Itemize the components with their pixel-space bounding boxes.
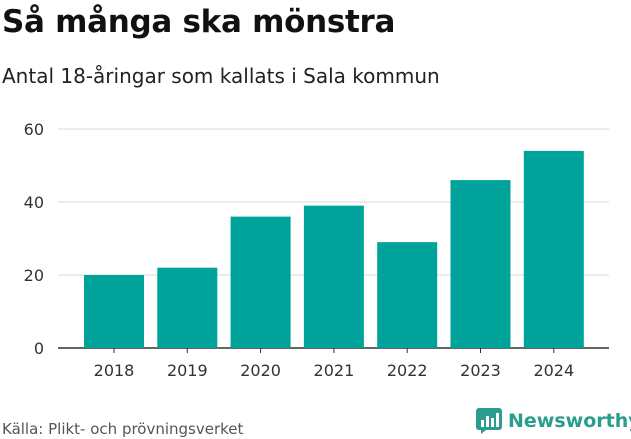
bar-2023 [450,180,511,348]
y-axis-ticks: 0 20 40 60 [24,120,44,358]
bar-2019 [157,267,218,348]
y-tick-label: 20 [24,266,44,285]
bars [84,150,584,348]
x-tick-label: 2022 [387,361,428,380]
bar-chart-logo-icon [476,408,502,434]
newsworthy-logo: Newsworthy [476,408,631,434]
chart-subtitle: Antal 18-åringar som kallats i Sala komm… [2,64,440,88]
brand-name: Newsworthy [508,410,631,432]
bar-2018 [84,275,144,348]
source-note: Källa: Plikt- och prövningsverket [2,420,244,438]
bar-2022 [377,242,438,348]
chart-title: Så många ska mönstra [2,4,396,40]
x-tick-label: 2024 [533,361,574,380]
bar-chart: 0 20 40 60 2018 2019 2020 2021 2022 2023 2024 [24,120,609,380]
x-tick-label: 2023 [460,361,501,380]
x-tick-label: 2021 [314,361,355,380]
bar-2024 [523,150,584,348]
x-tick-label: 2019 [167,361,208,380]
bar-2021 [303,205,364,348]
x-tick-label: 2020 [240,361,281,380]
x-axis-ticks: 2018 2019 2020 2021 2022 2023 2024 [94,348,574,380]
bar-2020 [230,216,291,348]
y-tick-label: 0 [34,339,44,358]
y-tick-label: 40 [24,193,44,212]
x-tick-label: 2018 [94,361,135,380]
y-tick-label: 60 [24,120,44,139]
